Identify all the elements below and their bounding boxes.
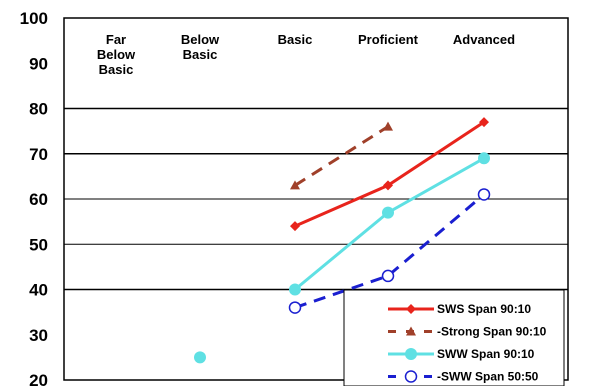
y-tick-label: 90 <box>29 54 48 73</box>
y-tick-label: 40 <box>29 281 48 300</box>
series-line-1 <box>294 125 389 187</box>
data-point-series-2 <box>382 206 394 219</box>
data-point-series-2 <box>478 152 490 165</box>
data-point-series-1 <box>383 121 393 131</box>
category-label: Below <box>181 32 220 47</box>
data-point-series-2 <box>289 283 301 296</box>
y-tick-label: 20 <box>29 371 48 386</box>
category-label: Basic <box>99 62 134 77</box>
legend-swatch-marker-1 <box>406 326 416 336</box>
category-label: Below <box>97 47 136 62</box>
y-tick-label: 30 <box>29 326 48 345</box>
category-label: Proficient <box>358 32 419 47</box>
category-label: Advanced <box>453 32 515 47</box>
legend-label: -Strong Span 90:10 <box>437 325 547 339</box>
data-point-series-0 <box>479 117 489 128</box>
legend-swatch-marker-0 <box>406 304 416 314</box>
y-tick-label: 100 <box>20 9 48 28</box>
y-tick-label: 60 <box>29 190 48 209</box>
data-point-series-1 <box>290 180 300 190</box>
data-point-series-3 <box>381 269 395 283</box>
legend-swatch-marker-2 <box>405 348 417 360</box>
legend-label: -SWW Span 50:50 <box>437 370 539 384</box>
category-label: Far <box>106 32 126 47</box>
legend-label: SWS Span 90:10 <box>437 302 531 316</box>
data-point-series-0 <box>290 221 300 232</box>
data-point-series-0 <box>383 180 393 191</box>
data-point-series-3 <box>477 188 491 201</box>
y-tick-label: 50 <box>29 235 48 254</box>
legend-box <box>343 289 565 386</box>
extra-data-point-0 <box>194 351 206 364</box>
y-tick-label: 70 <box>29 145 48 164</box>
y-tick-label: 80 <box>29 100 48 119</box>
category-label: Basic <box>183 47 218 62</box>
legend-swatch-marker-3 <box>404 370 418 383</box>
category-label: Basic <box>278 32 313 47</box>
series-line-3 <box>294 193 485 310</box>
data-point-series-3 <box>288 301 302 314</box>
legend-label: SWW Span 90:10 <box>437 347 535 361</box>
